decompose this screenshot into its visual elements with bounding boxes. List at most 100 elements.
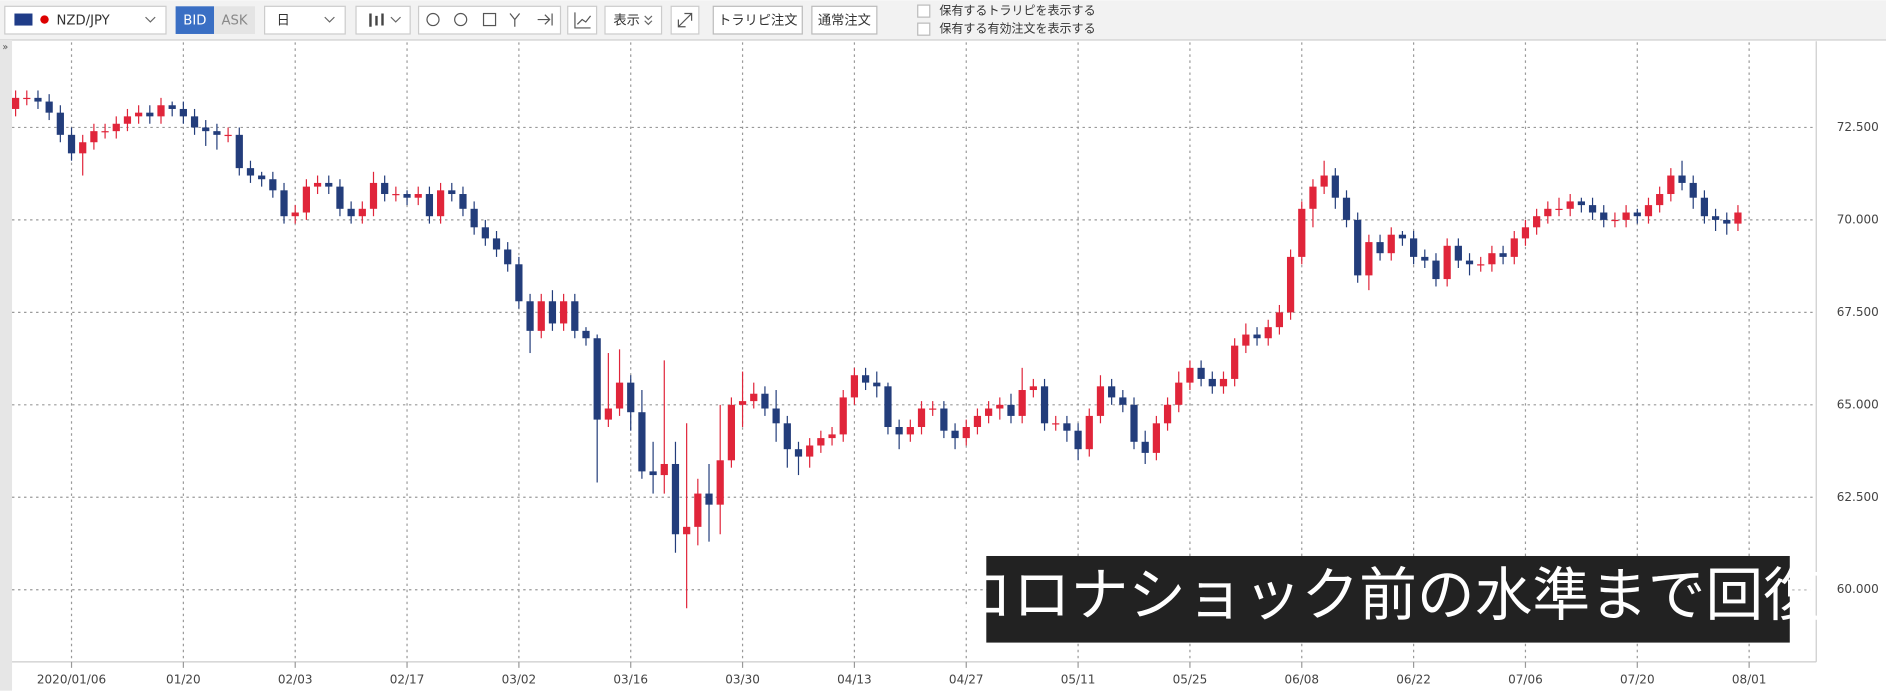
candle-body [604,408,612,420]
candle-body [615,382,624,409]
candle-body [738,401,747,405]
candle-body [839,397,847,435]
candle-body [794,449,803,457]
tool-icons [417,5,598,35]
candle-body [1197,367,1205,379]
annotation-group: コロナショック前の水準まで回復 [955,555,1821,643]
y-lock-icon[interactable] [509,13,521,27]
x-tick-label: 04/13 [837,672,872,686]
candle-body [1365,242,1373,276]
candle-body [1454,245,1462,261]
candle-icon [369,13,384,27]
candle-body [302,186,311,213]
candle-body [291,212,299,217]
candle-body [481,227,489,239]
checkbox[interactable] [917,22,931,36]
candle-body [1342,197,1351,220]
candle-body [1510,238,1518,257]
y-tick-label: 60.000 [1837,582,1879,596]
candle-body [1130,404,1138,442]
candle-body [1331,175,1339,198]
candle-body [582,330,590,339]
x-tick-label: 01/20 [166,672,201,686]
candle-body [649,471,657,476]
candle-body [515,264,523,302]
candle-body [1588,205,1597,213]
candle-body [929,408,937,410]
candle-body [1074,430,1082,450]
candle-body [828,434,836,439]
chart-type-select[interactable] [355,5,411,35]
x-tick-label: 04/27 [949,672,984,686]
candle-body [638,412,646,472]
candle-body [1533,216,1541,228]
candle-body [1320,175,1328,187]
candle-body [1633,212,1641,217]
candle-body [1063,423,1071,431]
y-tick-label: 62.500 [1837,490,1879,504]
fit-icon[interactable] [482,12,497,27]
expand-icon: » [2,42,8,53]
candle-body [1566,201,1574,209]
candle-body [548,301,557,324]
x-tick-label: 07/06 [1508,672,1543,686]
candle-body [1488,253,1496,265]
candle-body [560,301,568,324]
candle-body [671,463,680,535]
candle-body [168,105,176,109]
candle-body [1700,197,1709,217]
zoom-in[interactable] [426,12,440,27]
candle-body [280,190,288,217]
y-tick-label: 67.500 [1837,305,1879,319]
checkbox[interactable] [917,4,931,18]
candle-body [23,97,31,100]
trarepi-order-button[interactable] [712,5,803,35]
bid-button[interactable] [175,6,215,34]
candle-body [202,127,210,132]
chevron [324,16,335,23]
candle-body [660,463,668,476]
tool-group [417,5,562,35]
candle-body [1309,186,1317,209]
zoom-out[interactable] [454,12,468,27]
symbol-select[interactable]: NZD/JPY [4,5,167,35]
candle-body [235,134,243,169]
candle-body [951,430,959,439]
scroll-end-icon[interactable] [537,13,553,26]
normal-order-button[interactable] [811,5,878,35]
candle-body [90,131,98,143]
candle-body [56,112,64,135]
candle-body [492,238,501,250]
candle-body [1644,205,1653,217]
ask-button[interactable] [214,6,255,34]
candle-body [1108,386,1116,398]
display-select[interactable] [604,5,663,35]
candle-body [1622,212,1630,220]
candle-body [1085,415,1093,450]
candle-body [895,427,903,435]
candle-body [1354,219,1362,276]
candle-body [1465,260,1474,265]
candle-body [112,123,120,132]
candle-body [705,493,713,505]
candle-body [1421,256,1429,261]
candle-body [750,393,758,402]
candle-body [358,208,366,217]
candle-body [1711,216,1720,220]
candle-body [190,116,199,128]
candle-body [470,208,478,228]
x-tick-label: 05/11 [1061,672,1096,686]
candle-body [1096,386,1105,416]
button-label: トラリピ注文 [718,13,797,29]
candle-body [34,97,42,102]
candle-body [67,134,76,154]
chevron [390,16,401,23]
candle-body [1186,367,1194,383]
bid-label: BID [183,14,206,29]
candle-body [806,445,814,457]
checkbox-label: 保有するトラリピを表示する [939,4,1095,18]
candle-body [537,301,545,331]
flag-icon [40,15,49,24]
candle-body [392,194,400,196]
